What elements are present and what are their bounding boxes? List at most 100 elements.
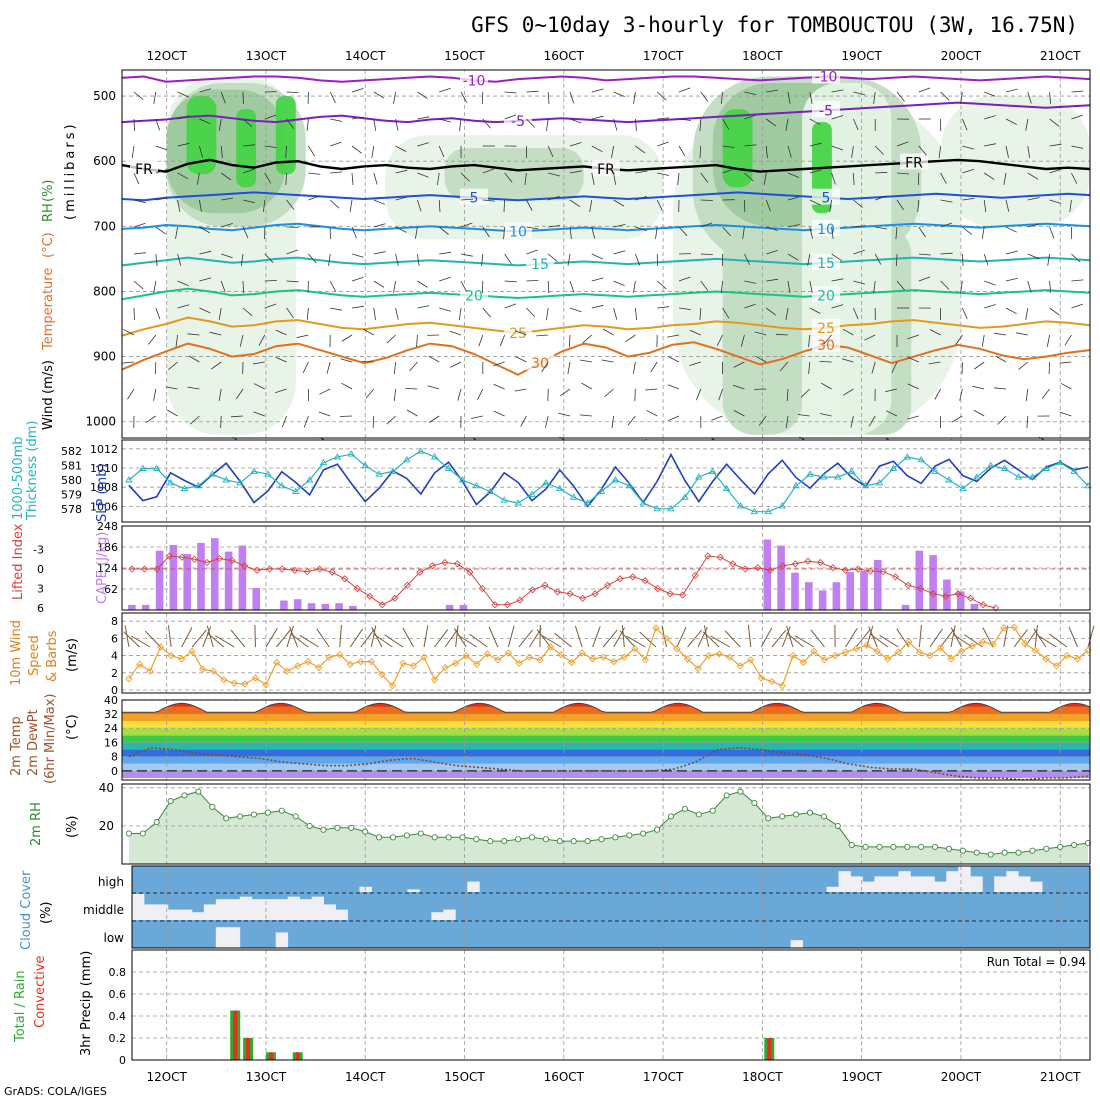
wind-barb <box>177 142 190 147</box>
wind-speed-point <box>1010 623 1018 631</box>
thickness-point <box>528 490 536 497</box>
temp-tick-label: 16 <box>104 736 118 749</box>
wind-barb <box>370 625 377 648</box>
wind-barb <box>895 226 898 240</box>
precip-tick-label: 0.2 <box>109 1032 127 1045</box>
contour-label-bg <box>526 255 554 272</box>
wind-barb <box>416 334 418 348</box>
wind-barb <box>373 223 386 228</box>
wind-barb <box>242 280 244 294</box>
contour-label: 5 <box>470 191 479 207</box>
wind-barb <box>1071 90 1084 93</box>
thickness-point <box>708 467 717 474</box>
wind-barb <box>526 118 536 128</box>
wind-barb <box>515 330 527 336</box>
temp-band <box>122 735 1090 743</box>
rh-point <box>431 834 438 841</box>
cloud-ylabel: Cloud Cover (%) <box>19 870 54 950</box>
wind-barb <box>569 142 582 147</box>
dewpoint-line <box>128 746 1089 781</box>
wind-barb <box>962 198 975 201</box>
wind-barb <box>625 334 636 343</box>
cloud-cell <box>132 894 145 920</box>
wind-barb <box>918 625 922 648</box>
wind-barb <box>220 280 226 293</box>
cloud-cell <box>215 927 229 948</box>
bottom-day-label: 13OCT <box>246 1070 287 1084</box>
wind-barb <box>747 625 752 648</box>
wind-barb <box>569 226 572 239</box>
wind-barb <box>984 143 997 147</box>
wind-barb <box>281 415 287 428</box>
wind-barb <box>155 118 161 131</box>
wind-barb <box>155 169 168 174</box>
wind-speed-point <box>304 657 312 666</box>
contour-label-bg <box>592 160 620 177</box>
li-point <box>165 552 174 560</box>
thickness-point <box>847 467 856 474</box>
rh-tick-label: 40 <box>99 781 114 795</box>
wind-barb <box>765 199 771 212</box>
wind-speed-point <box>167 651 175 660</box>
cape-bar <box>293 599 302 610</box>
wind-barb <box>290 633 309 648</box>
thickness-point <box>1042 464 1051 471</box>
wind-barb <box>873 280 876 293</box>
wind-barb <box>635 226 647 231</box>
wind-barb <box>569 280 575 293</box>
temp-band <box>122 696 1090 700</box>
wind-barb <box>190 415 200 425</box>
wind-barb <box>202 626 212 648</box>
wind-barb <box>439 87 451 93</box>
cloud-cell <box>1018 876 1031 892</box>
contour-label-bg <box>504 222 532 239</box>
wind-barb <box>809 226 813 239</box>
wind-barb <box>678 276 691 282</box>
wind-barb <box>133 307 135 321</box>
wind-barb <box>621 625 625 648</box>
wind-barb <box>722 118 730 130</box>
wind-barb <box>258 334 266 346</box>
wind-barb <box>786 388 789 402</box>
cloud-cell <box>838 871 851 892</box>
wind-barb <box>720 280 723 293</box>
wind-barb <box>395 145 407 152</box>
thickness-point <box>917 455 925 463</box>
thickness-point <box>611 476 620 483</box>
wind-barb <box>896 91 905 102</box>
wind-frame <box>121 612 1091 694</box>
li-point <box>253 566 261 574</box>
contour-label-bg <box>130 160 158 177</box>
cape-tick-label: 124 <box>97 562 118 575</box>
li-point <box>341 575 349 583</box>
li-point <box>478 584 486 593</box>
temp-band <box>122 749 1090 757</box>
thickness-point <box>1028 473 1037 480</box>
wind-barb <box>689 329 701 336</box>
cape-bar <box>791 572 799 610</box>
wind-barb <box>722 307 730 319</box>
wind-barb <box>548 172 560 177</box>
wind-barb <box>181 627 193 648</box>
bottom-day-label: 21OCT <box>1040 1070 1081 1084</box>
wind-label-4: (m/s) <box>65 638 80 672</box>
wind-speed-point <box>525 653 534 661</box>
wind-barb <box>853 307 859 320</box>
wind-barb <box>286 91 299 93</box>
li-point <box>203 558 211 567</box>
wind-barb <box>763 172 767 185</box>
wind-barb <box>482 199 495 202</box>
pressure-tick-label: 700 <box>93 219 116 233</box>
wind-speed-point <box>546 643 555 651</box>
wind-barb <box>548 225 561 228</box>
li-point <box>716 553 724 561</box>
li-point <box>604 581 612 589</box>
cloud-cell <box>431 912 444 920</box>
wind-barb <box>235 388 244 400</box>
wind-barb <box>299 634 319 648</box>
rh2m-panel: 20 40 2m RH (%) <box>29 781 1092 865</box>
wind-barb <box>810 629 825 648</box>
thickness-point <box>861 481 870 489</box>
wind-barb <box>1027 145 1030 158</box>
run-total-label: Run Total = 0.94 <box>987 955 1086 969</box>
